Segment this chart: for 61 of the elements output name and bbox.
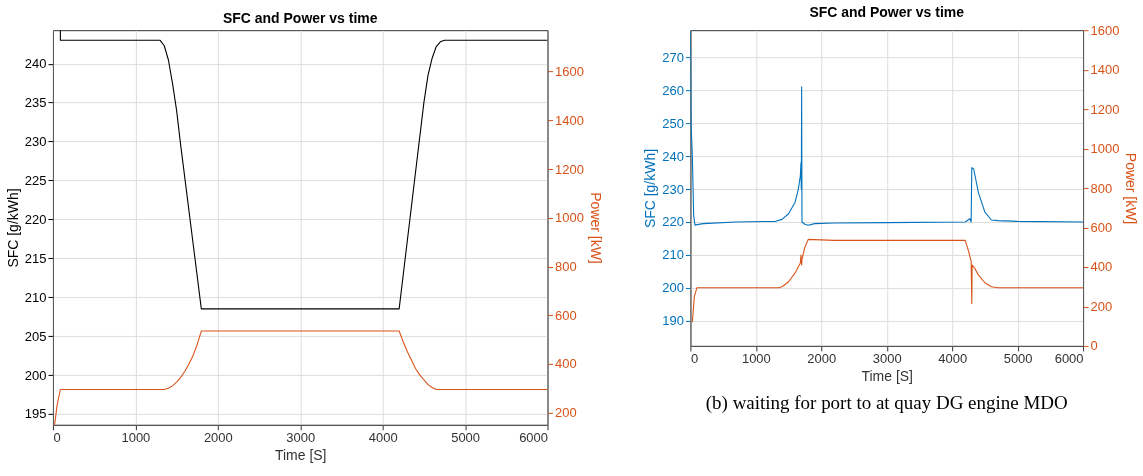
text: (b) waiting for port to at quay DG engine MDO <box>705 391 1068 414</box>
x-tick-label: 5000 <box>451 430 481 446</box>
y-tick-label: 270 <box>662 49 684 65</box>
x-tick-label: 2000 <box>203 430 233 446</box>
y2-tick-label: 600 <box>1090 220 1113 235</box>
x-tick-label: 6000 <box>1054 351 1084 367</box>
y-tick-label: 205 <box>24 328 47 344</box>
x-tick-label: 4000 <box>938 351 968 367</box>
y2-tick-label: 1600 <box>1090 22 1120 38</box>
y2-axis-title: Power [kW] <box>587 192 604 264</box>
y2-tick-label: 1600 <box>555 64 584 80</box>
x-tick-label: 6000 <box>519 430 549 446</box>
y-tick-label: 220 <box>662 214 684 230</box>
y2-tick-label: 400 <box>1090 259 1113 275</box>
x-tick-label: 0 <box>53 430 61 446</box>
y2-axis-title: Power [kW] <box>1123 152 1140 225</box>
y-tick-label: 200 <box>662 280 684 296</box>
y2-tick-label: 800 <box>555 258 577 274</box>
y2-tick-label: 1400 <box>1090 62 1120 78</box>
y2-tick-label: 1200 <box>555 161 584 177</box>
x-tick-label: 4000 <box>368 430 398 446</box>
y-tick-label: 240 <box>24 56 47 72</box>
line-series <box>691 238 1084 323</box>
y-axis-title: SFC [g/kWh] <box>642 148 659 229</box>
y-tick-label: 225 <box>24 172 47 188</box>
y2-tick-label: 1000 <box>1090 141 1120 157</box>
y-tick-label: 200 <box>24 367 47 383</box>
y2-tick-label: 1200 <box>1090 101 1120 117</box>
x-tick-label: 0 <box>690 351 699 367</box>
x-axis-title: Time [S] <box>274 447 327 464</box>
y-tick-label: 230 <box>24 133 47 149</box>
y-tick-label: 220 <box>24 211 47 227</box>
y2-tick-label: 1400 <box>555 112 584 128</box>
y-tick-label: 190 <box>662 313 684 329</box>
y-tick-label: 260 <box>662 82 684 98</box>
x-tick-label: 1000 <box>121 430 151 446</box>
chart-title: SFC and Power vs time <box>809 4 965 21</box>
x-tick-label: 2000 <box>807 351 837 367</box>
y2-tick-label: 800 <box>1090 180 1113 196</box>
y-tick-label: 235 <box>24 95 47 111</box>
y2-tick-label: 600 <box>555 307 577 323</box>
y-tick-label: 195 <box>24 406 47 422</box>
y-tick-label: 230 <box>662 181 684 197</box>
y2-tick-label: 1000 <box>555 210 584 226</box>
line-series <box>59 30 548 310</box>
y2-tick-label: 200 <box>1090 298 1113 314</box>
y2-tick-label: 0 <box>1090 338 1098 354</box>
x-tick-label: 5000 <box>1003 351 1033 367</box>
y-tick-label: 250 <box>662 115 684 131</box>
y-axis-title: SFC [g/kWh] <box>4 188 21 268</box>
x-tick-label: 1000 <box>741 351 771 367</box>
y-tick-label: 240 <box>662 148 684 164</box>
y-tick-label: 210 <box>24 289 47 305</box>
x-tick-label: 3000 <box>286 430 316 446</box>
y2-tick-label: 400 <box>555 356 577 372</box>
chart-title: SFC and Power vs time <box>223 10 378 27</box>
x-axis-title: Time [S] <box>861 368 913 385</box>
y-tick-label: 210 <box>662 247 684 263</box>
y-tick-label: 215 <box>24 250 47 266</box>
y2-tick-label: 200 <box>555 405 577 421</box>
x-tick-label: 3000 <box>872 351 902 367</box>
